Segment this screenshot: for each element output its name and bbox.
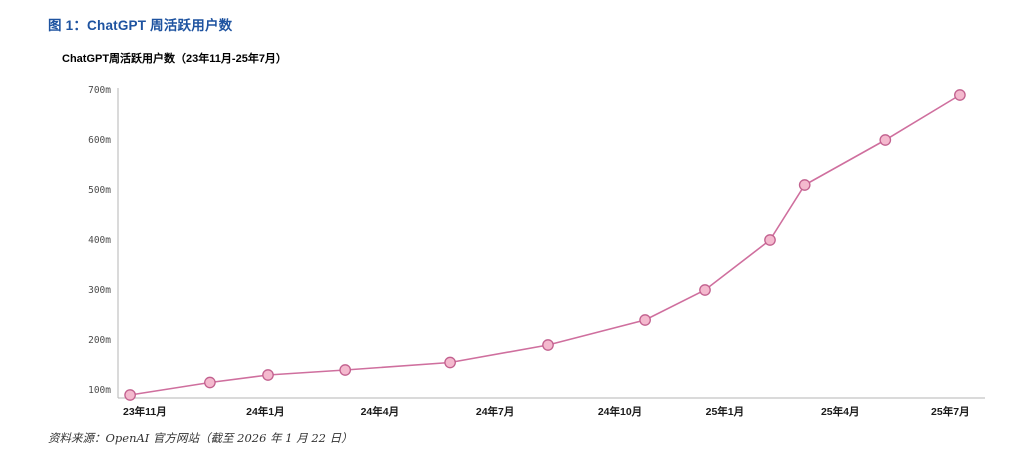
data-point-marker: [798, 179, 811, 191]
y-tick-label: 700m: [88, 85, 111, 96]
series-line: [129, 94, 961, 396]
data-point-marker: [339, 364, 352, 376]
x-tick-label: 25年7月: [931, 405, 970, 418]
y-tick-label: 600m: [88, 135, 111, 146]
x-tick-label: 24年7月: [476, 405, 515, 418]
data-point-marker: [444, 356, 456, 369]
y-tick-label: 100m: [88, 385, 111, 396]
x-tick-label: 24年1月: [246, 405, 285, 418]
line-chart: 100m 200m 300m 400m 500m 600m 700m 23年11月 24年1月 2…: [88, 85, 985, 418]
data-point-marker: [954, 89, 966, 101]
y-tick-label: 200m: [88, 335, 111, 346]
figure-title: 图 1：ChatGPT 周活跃用户数: [48, 18, 233, 33]
x-tick-label: 23年11月: [123, 405, 167, 418]
data-point-marker: [764, 234, 776, 246]
data-point-marker: [262, 369, 274, 381]
x-tick-label: 24年10月: [598, 405, 642, 418]
y-tick-label: 300m: [88, 285, 111, 296]
data-point-marker: [639, 314, 651, 326]
chart-title: ChatGPT周活跃用户数（23年11月-25年7月）: [62, 53, 287, 65]
y-tick-label: 400m: [88, 235, 111, 246]
source-note: 资料来源：OpenAI 官方网站（截至 2026 年 1 月 22 日）: [48, 431, 353, 445]
data-point-marker: [204, 376, 216, 389]
data-point-marker: [542, 339, 554, 351]
x-tick-label: 25年4月: [821, 405, 860, 418]
data-point-marker: [879, 134, 892, 146]
x-tick-label: 25年1月: [706, 405, 745, 418]
y-tick-label: 500m: [88, 185, 111, 196]
data-point-marker: [699, 284, 711, 296]
x-tick-label: 24年4月: [361, 405, 400, 418]
data-point-marker: [124, 389, 136, 401]
